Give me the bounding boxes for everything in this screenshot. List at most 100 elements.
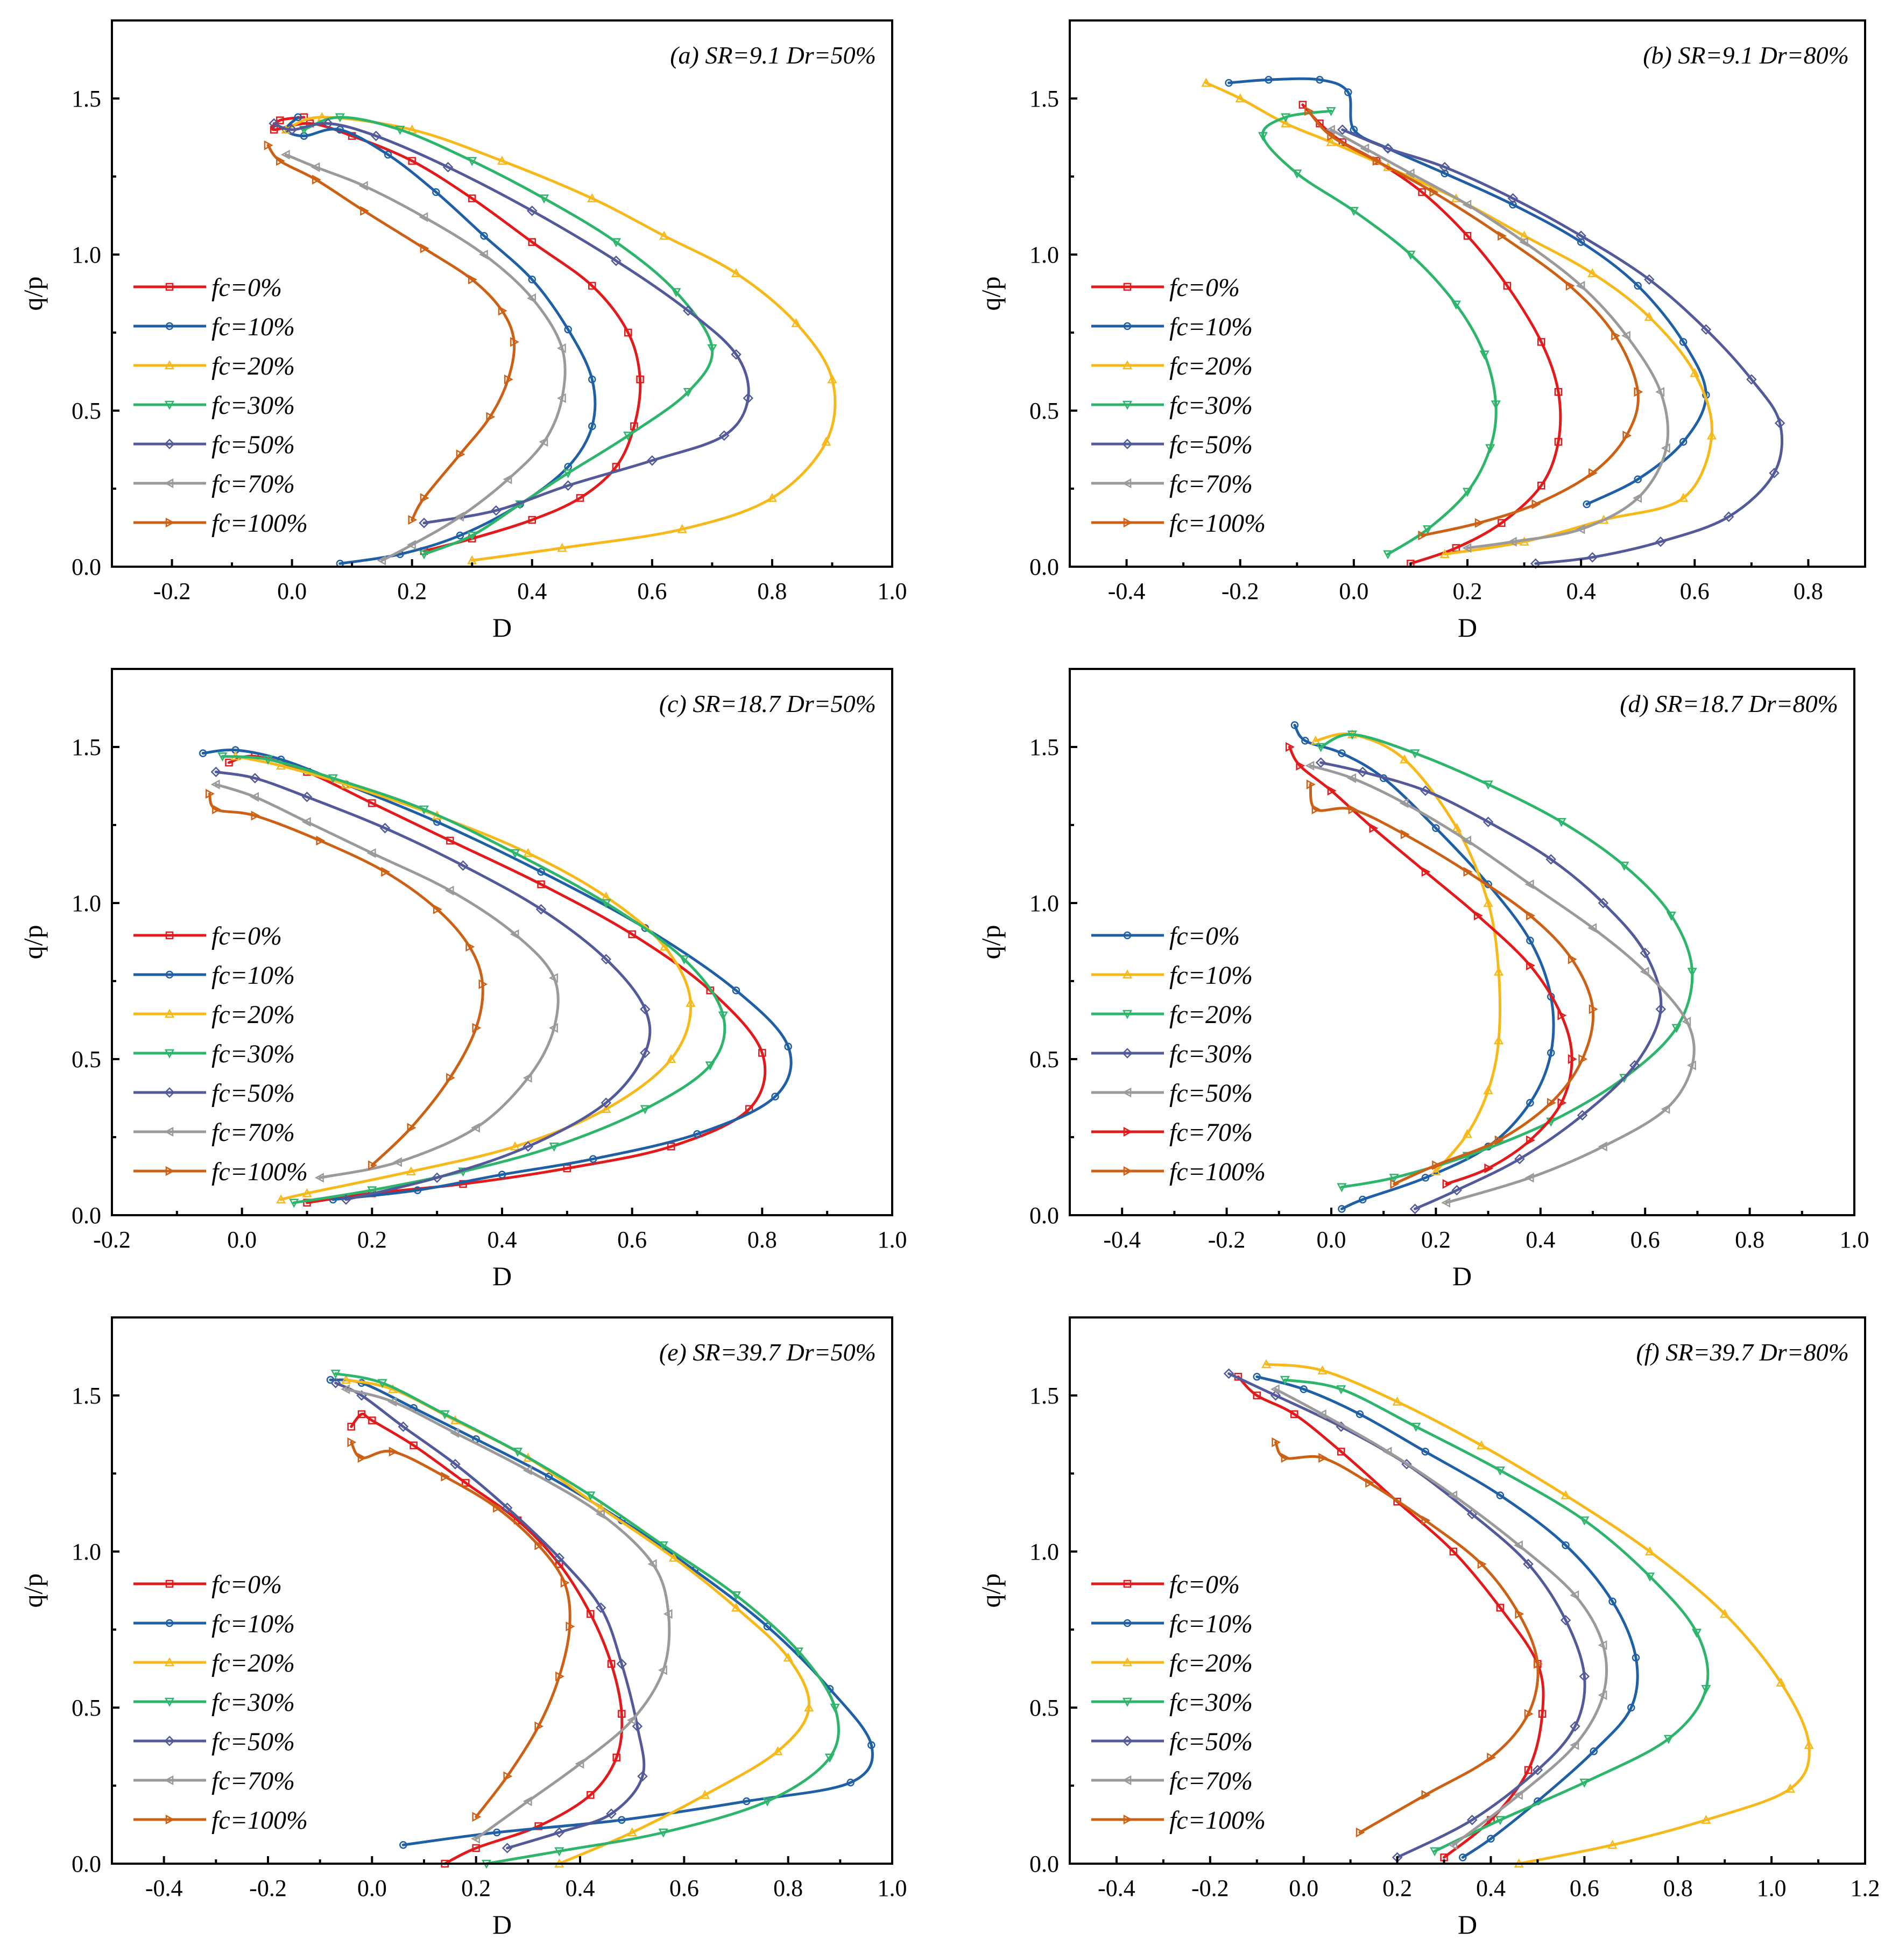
data-point	[1524, 1709, 1534, 1719]
data-point	[408, 157, 416, 165]
data-point	[441, 1471, 450, 1482]
data-point	[1530, 558, 1541, 569]
data-point	[1304, 106, 1314, 116]
data-point	[377, 1379, 387, 1388]
data-point	[1769, 468, 1780, 478]
data-point	[330, 1378, 341, 1388]
data-point	[357, 1453, 367, 1463]
data-point	[471, 1834, 480, 1844]
data-point	[420, 243, 429, 253]
data-point	[1496, 1604, 1505, 1612]
data-point	[564, 325, 572, 334]
data-point	[491, 505, 502, 516]
data-point	[1568, 1054, 1577, 1064]
data-point	[763, 1622, 772, 1631]
panel-title: (a) SR=9.1 Dr=50%	[670, 41, 876, 69]
data-point	[1621, 330, 1630, 341]
legend-label: fc=50%	[211, 431, 295, 459]
data-point	[693, 1130, 701, 1138]
data-point	[1421, 1515, 1431, 1526]
data-point	[1526, 1098, 1534, 1107]
legend-label: fc=50%	[1169, 431, 1253, 459]
data-point	[659, 941, 670, 951]
data-point	[498, 306, 507, 316]
data-point	[1524, 1766, 1533, 1774]
data-point	[456, 449, 465, 460]
x-axis-label: D	[1458, 612, 1477, 643]
legend-marker	[164, 1049, 175, 1059]
data-point	[1392, 1396, 1402, 1406]
data-point	[562, 480, 574, 491]
data-point	[1317, 1365, 1328, 1374]
data-point	[1356, 1410, 1364, 1419]
data-point	[1390, 1179, 1400, 1189]
legend-marker	[1122, 400, 1133, 410]
y-tick-label: 0.5	[72, 1695, 101, 1721]
data-point	[315, 1173, 324, 1183]
data-point	[607, 1660, 616, 1668]
data-point	[767, 492, 778, 502]
data-point	[1344, 88, 1352, 96]
data-point	[1570, 1590, 1579, 1601]
chart-panel: -0.4 -0.2 0.0 0.2 0.4 0.6 0.8 1.0 0.0 0.5 1.0 1.5 Dq…	[18, 1316, 907, 1940]
data-point	[1557, 1098, 1567, 1108]
data-point	[666, 1054, 676, 1063]
data-point	[1382, 1447, 1392, 1457]
data-point	[1484, 880, 1492, 889]
data-point	[1554, 438, 1563, 446]
data-point	[658, 1541, 668, 1551]
data-point	[555, 1671, 564, 1682]
legend-marker	[1123, 322, 1132, 330]
legend-label: fc=30%	[1169, 391, 1253, 420]
series-line	[1261, 109, 1498, 556]
data-point	[1432, 824, 1440, 833]
series-line	[1227, 1372, 1586, 1859]
series-line	[272, 122, 750, 525]
series-line	[344, 1378, 811, 1865]
x-tick-label: 0.0	[1289, 1875, 1318, 1901]
data-point	[455, 512, 464, 522]
data-point	[341, 1194, 351, 1205]
data-point	[1565, 280, 1575, 291]
legend-marker	[165, 970, 174, 979]
data-point	[432, 188, 440, 196]
legend-label: fc=10%	[211, 1610, 295, 1638]
data-point	[467, 157, 477, 166]
data-point	[1292, 169, 1302, 179]
legend-label: fc=30%	[211, 391, 295, 420]
x-tick-label: 0.8	[773, 1875, 803, 1901]
x-tick-label: 0.8	[747, 1226, 777, 1253]
legend-label: fc=100%	[1169, 1158, 1266, 1186]
data-point	[1451, 1185, 1463, 1196]
x-tick-label: 1.0	[878, 1875, 907, 1901]
data-point	[1655, 387, 1665, 397]
x-tick-label: 0.6	[1570, 1875, 1599, 1901]
legend-marker	[165, 931, 174, 940]
data-point	[368, 1160, 377, 1171]
data-point	[1578, 1054, 1588, 1064]
data-point	[1477, 1559, 1487, 1569]
data-point	[456, 531, 464, 540]
series-line	[1204, 81, 1713, 556]
data-point	[406, 1166, 416, 1176]
data-point	[510, 1141, 520, 1151]
data-point	[1484, 1163, 1494, 1174]
data-point	[1514, 1540, 1523, 1550]
data-point	[618, 1710, 626, 1718]
data-point	[1701, 1815, 1711, 1824]
data-point	[528, 276, 536, 284]
data-point	[1429, 187, 1439, 198]
x-tick-label: -0.2	[1208, 1226, 1246, 1253]
data-point	[1532, 1765, 1543, 1775]
legend-label: fc=20%	[211, 1000, 295, 1029]
legend-label: fc=70%	[211, 470, 295, 498]
x-tick-label: 0.0	[277, 578, 307, 604]
legend-label: fc=100%	[1169, 509, 1266, 538]
data-point	[1270, 1390, 1281, 1401]
data-point	[504, 374, 513, 385]
data-point	[1576, 524, 1585, 534]
data-point	[1577, 1110, 1588, 1121]
data-point	[1462, 200, 1472, 210]
data-point	[1253, 1391, 1261, 1400]
legend-marker	[164, 1697, 175, 1707]
